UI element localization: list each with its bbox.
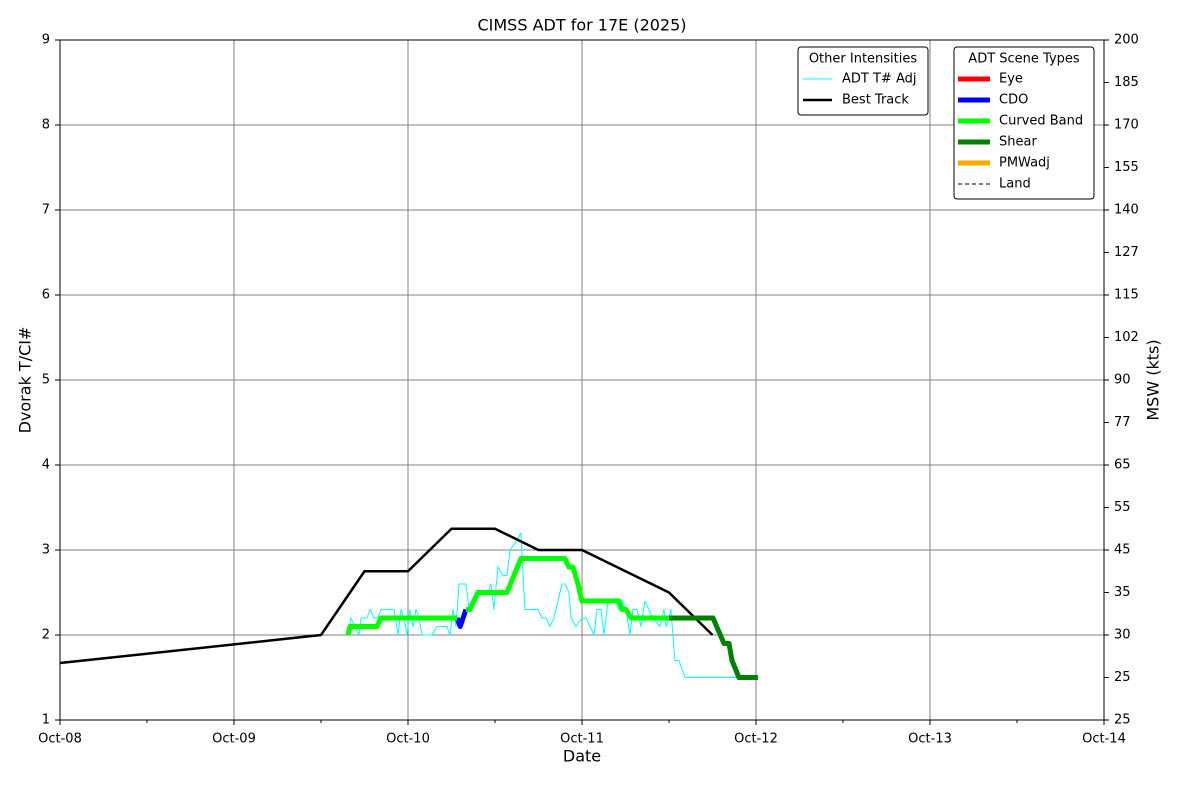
y2-tick-label: 155 xyxy=(1114,160,1139,175)
x-tick-label: Oct-14 xyxy=(1082,732,1126,747)
legend-box xyxy=(797,46,929,116)
y2-tick-label: 90 xyxy=(1114,373,1131,388)
y-tick-label: 1 xyxy=(42,713,50,728)
x-tick-label: Oct-11 xyxy=(560,732,604,747)
y2-tick-label: 25 xyxy=(1114,713,1131,728)
legend-label: CDO xyxy=(999,93,1028,108)
y-tick-label: 6 xyxy=(42,288,50,303)
x-tick-label: Oct-13 xyxy=(908,732,952,747)
y2-tick-label: 55 xyxy=(1114,500,1131,515)
series-line xyxy=(465,556,669,621)
legend-label: Shear xyxy=(999,135,1037,150)
series-line xyxy=(454,608,469,629)
y2-tick-label: 65 xyxy=(1114,458,1131,473)
chart-title: CIMSS ADT for 17E (2025) xyxy=(477,16,686,35)
y-tick-label: 4 xyxy=(42,458,50,473)
y-axis-label: Dvorak T/CI# xyxy=(16,327,35,434)
x-axis-label: Date xyxy=(563,747,601,766)
y-tick-label: 2 xyxy=(42,628,50,643)
y2-tick-label: 185 xyxy=(1114,75,1139,90)
y2-tick-label: 200 xyxy=(1114,33,1139,48)
y2-tick-label: 77 xyxy=(1114,415,1131,430)
series-line xyxy=(669,615,758,680)
legend-label: Best Track xyxy=(842,93,909,108)
series-line xyxy=(345,615,458,636)
y2-tick-label: 102 xyxy=(1114,330,1139,345)
y2-tick-label: 25 xyxy=(1114,670,1131,685)
y2-tick-label: 115 xyxy=(1114,288,1139,303)
y-tick-label: 7 xyxy=(42,203,50,218)
y2-tick-label: 35 xyxy=(1114,585,1131,600)
legend-label: PMWadj xyxy=(999,156,1050,171)
y2-tick-label: 170 xyxy=(1114,118,1139,133)
legend-title: Other Intensities xyxy=(809,52,918,67)
x-tick-label: Oct-08 xyxy=(38,732,82,747)
y-tick-label: 8 xyxy=(42,118,50,133)
x-tick-label: Oct-10 xyxy=(386,732,430,747)
y2-tick-label: 140 xyxy=(1114,203,1139,218)
series-line xyxy=(347,532,758,678)
series-line xyxy=(59,527,714,665)
x-tick-label: Oct-12 xyxy=(734,732,778,747)
y2-axis-label: MSW (kts) xyxy=(1144,339,1163,420)
y-tick-label: 9 xyxy=(42,33,50,48)
plot-frame xyxy=(59,39,1105,721)
legend-label: Curved Band xyxy=(999,114,1083,129)
y2-tick-label: 30 xyxy=(1114,628,1131,643)
y2-tick-label: 127 xyxy=(1114,245,1139,260)
y-tick-label: 5 xyxy=(42,373,50,388)
y2-tick-label: 45 xyxy=(1114,543,1131,558)
legend-label: Land xyxy=(999,177,1031,192)
legend-label: Eye xyxy=(999,72,1023,87)
legend-title: ADT Scene Types xyxy=(968,52,1080,67)
legend-label: ADT T# Adj xyxy=(842,72,916,87)
x-tick-label: Oct-09 xyxy=(212,732,256,747)
y-tick-label: 3 xyxy=(42,543,50,558)
